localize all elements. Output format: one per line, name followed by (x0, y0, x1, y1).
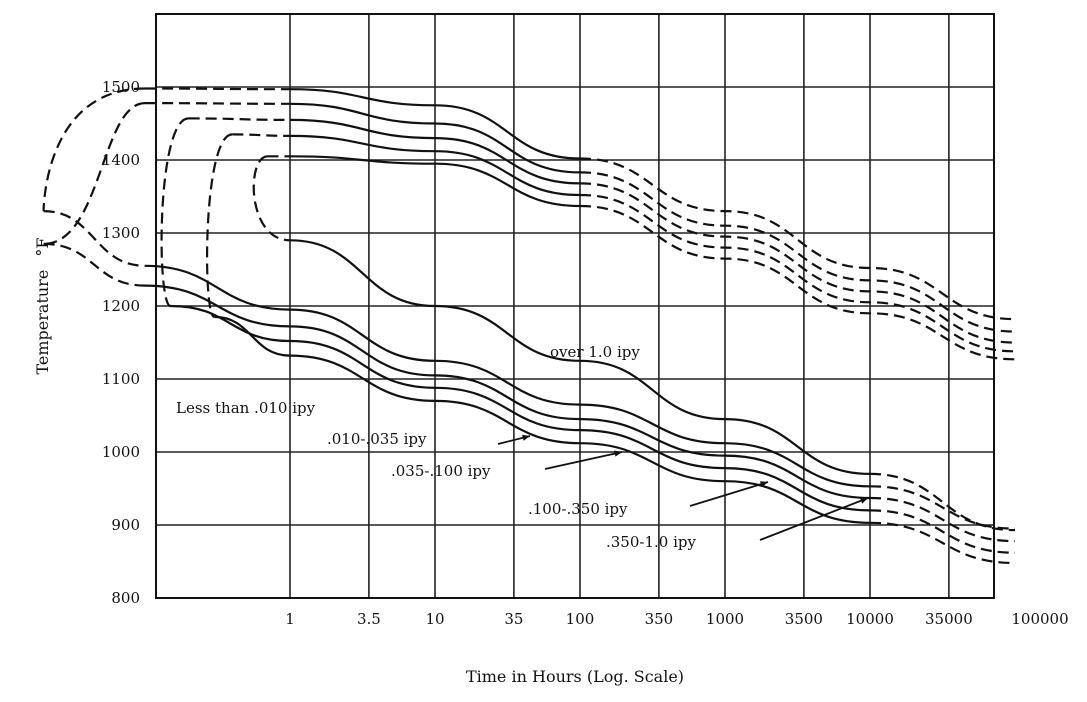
y-tick-label: 1500 (102, 78, 140, 96)
rate-boundary-curve-4 (214, 315, 871, 524)
rate-boundary-curve-1 (579, 157, 1016, 321)
y-tick-label: 1300 (102, 224, 140, 242)
x-tick-label: 3500 (785, 610, 823, 628)
rate-boundary-curve-1 (289, 88, 581, 160)
leader-line (544, 451, 623, 470)
rate-boundary-curve-1 (144, 87, 291, 91)
region-label: .035-.100 ipy (391, 462, 491, 480)
rate-boundary-curve-3 (188, 117, 291, 121)
region-labels: over 1.0 ipy Less than .010 ipy .010-.035 … (176, 343, 869, 551)
rate-boundary-curve-1 (42, 87, 146, 212)
x-tick-label: 10 (425, 610, 444, 628)
y-tick-label: 1100 (102, 370, 140, 388)
rate-boundary-curve-3 (289, 118, 581, 185)
x-tick-label: 100000 (1011, 610, 1068, 628)
region-label: Less than .010 ipy (176, 399, 316, 417)
rate-boundary-curve-3 (160, 117, 189, 308)
rate-boundary-curve-5 (869, 472, 1016, 532)
x-tick-label: 35000 (925, 610, 973, 628)
x-tick-label: 35 (504, 610, 523, 628)
rate-boundary-curve-5 (579, 204, 1016, 361)
x-tick-label: 1 (285, 610, 295, 628)
region-label: over 1.0 ipy (550, 343, 640, 361)
leader-arrow-head (860, 497, 868, 504)
leader-arrow-head (522, 434, 530, 441)
leader-line (759, 497, 869, 541)
rate-boundary-curve-2 (43, 242, 146, 287)
x-tick-label: 350 (645, 610, 674, 628)
x-tick-label: 1000 (706, 610, 744, 628)
rate-boundary-curve-2 (289, 102, 581, 174)
x-axis-title: Time in Hours (Log. Scale) (466, 667, 684, 686)
rate-boundary-curve-4 (289, 134, 581, 197)
rate-boundary-curve-5 (289, 155, 581, 208)
rate-boundary-curve-5 (289, 239, 871, 475)
rate-boundary-curve-4 (232, 133, 291, 137)
leader-line (689, 481, 769, 507)
rate-boundary-curve-2 (144, 102, 291, 105)
rate-boundary-curve-5 (252, 155, 291, 242)
rate-boundary-curve-2 (579, 171, 1016, 333)
x-tick-label: 100 (566, 610, 595, 628)
leader-arrow-head (614, 450, 622, 457)
rate-boundary-curve-2 (144, 284, 871, 500)
region-label: .100-.350 ipy (528, 500, 628, 518)
x-tick-label: 3.5 (357, 610, 381, 628)
y-tick-label: 1200 (102, 297, 140, 315)
y-tick-label: 900 (111, 516, 140, 534)
rate-boundary-curve-3 (869, 509, 1016, 554)
rate-boundary-curve-1 (144, 264, 871, 488)
y-axis-title: Temperature °F (33, 237, 52, 374)
y-tick-label: 1400 (102, 151, 140, 169)
tick-labels: 800 900 1000 1100 1200 1300 1400 1500 1 3.5 10 35 10… (102, 78, 1069, 628)
rate-boundary-curve-3 (170, 304, 871, 512)
rate-boundary-curve-4 (579, 193, 1016, 353)
rate-boundary-curve-1 (869, 485, 1016, 530)
svg-text:Temperature °F: Temperature °F (33, 237, 52, 374)
plot-frame (155, 13, 995, 599)
y-axis-label: Temperature (33, 270, 52, 375)
rate-boundary-curve-1 (43, 210, 146, 267)
y-axis-unit: °F (33, 237, 52, 256)
rate-boundary-curve-3 (579, 182, 1016, 344)
rate-boundary-curve-2 (869, 496, 1016, 543)
y-tick-label: 800 (111, 589, 140, 607)
leader-arrow-head (760, 481, 768, 488)
rate-boundary-curve-2 (43, 102, 146, 245)
rate-boundary-curve-4 (869, 521, 1016, 565)
rate-curves (42, 87, 1016, 565)
region-label: .010-.035 ipy (327, 430, 427, 448)
region-label: .350-1.0 ipy (606, 533, 696, 551)
y-tick-label: 1000 (102, 443, 140, 461)
x-tick-label: 10000 (846, 610, 894, 628)
